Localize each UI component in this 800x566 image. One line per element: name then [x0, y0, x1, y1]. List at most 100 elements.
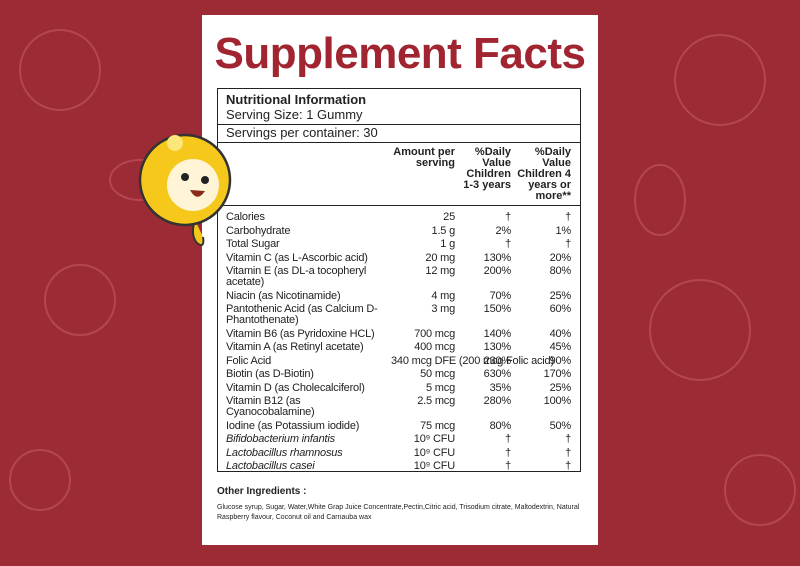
other-text: Glucose syrup, Sugar, Water,White Grap J… — [217, 504, 580, 521]
dv-4-plus: 20% — [549, 251, 572, 264]
divider — [218, 124, 580, 125]
dv-1-3: 80% — [489, 419, 512, 432]
divider — [218, 142, 580, 143]
amount: 2.5 mcg — [417, 395, 455, 407]
nutrient-row: Calories 25 † † — [226, 212, 572, 223]
dv-1-3: † — [505, 238, 511, 250]
facts-box: Nutritional Information Serving Size: 1 … — [217, 88, 581, 472]
nutrient-row: Lactobacillus casei 10⁹ CFU † † — [226, 461, 572, 472]
nutrient-row: Niacin (as Nicotinamide) 4 mg 70% 25% — [226, 289, 572, 302]
nutrient-name: Folic Acid — [226, 354, 272, 367]
amount: 4 mg — [431, 289, 455, 302]
amount: 400 mcg — [414, 341, 455, 353]
amount: 700 mcg — [414, 327, 455, 340]
nutrient-name: Carbohydrate — [226, 224, 291, 237]
nutrient-name: Vitamin D (as Cholecalciferol) — [226, 381, 365, 394]
label-card: Supplement Facts Nutritional Information… — [202, 15, 598, 545]
amount: 5 mcg — [426, 381, 455, 394]
dv-1-3: † — [505, 446, 511, 459]
amount: 25 — [443, 211, 455, 223]
nutrient-row: Vitamin B6 (as Pyridoxine HCL) 700 mcg 140… — [226, 327, 572, 340]
amount: 12 mg — [425, 265, 455, 277]
nutrient-name: Vitamin B12 (as Cyanocobalamine) — [226, 395, 315, 418]
dv-1-3: 230% — [483, 354, 512, 367]
dv-4-plus: 25% — [549, 381, 572, 394]
amount: 75 mcg — [420, 419, 455, 432]
nutrient-row: Iodine (as Potassium iodide) 75 mcg 80% 50% — [226, 419, 572, 432]
amount: 340 mcg DFE (200 mcg Folic acid) — [391, 354, 554, 367]
servings: Servings per container: 30 — [226, 125, 378, 140]
nutrient-name: Vitamin C (as L-Ascorbic acid) — [226, 251, 368, 264]
info-heading: Nutritional Information — [226, 92, 367, 107]
nutrient-row: Pantothenic Acid (as Calcium D-Phantothe… — [226, 304, 572, 326]
dv-1-3: 150% — [483, 303, 512, 315]
other-heading: Other Ingredients : — [217, 486, 307, 497]
amount: 10⁹ CFU — [413, 460, 455, 472]
dv-4-plus: 90% — [549, 354, 572, 367]
amount: 50 mcg — [420, 368, 455, 380]
dv-4-plus: † — [565, 446, 571, 459]
dv-1-3: † — [505, 211, 511, 223]
nutrient-row: Carbohydrate 1.5 g 2% 1% — [226, 224, 572, 237]
dv-4-plus: 1% — [555, 224, 572, 237]
amount: 20 mg — [425, 251, 455, 264]
dv-1-3: 140% — [483, 327, 512, 340]
dv-1-3: † — [505, 433, 511, 445]
dv-4-plus: † — [565, 238, 571, 250]
dv-1-3: 280% — [483, 395, 512, 407]
nutrient-name: Niacin (as Nicotinamide) — [226, 289, 341, 302]
nutrient-row: Folic Acid 340 mcg DFE (200 mcg Folic aci… — [226, 354, 572, 367]
dv-4-plus: 60% — [549, 303, 572, 315]
amount: 10⁹ CFU — [413, 446, 455, 459]
mascot — [138, 133, 232, 246]
divider — [218, 205, 580, 206]
dv-1-3: 200% — [483, 265, 512, 277]
title: Supplement Facts — [214, 29, 586, 78]
dv-4-plus: 100% — [543, 395, 572, 407]
nutrient-row: Vitamin D (as Cholecalciferol) 5 mcg 35% 25… — [226, 381, 572, 394]
nutrient-name: Iodine (as Potassium iodide) — [226, 419, 360, 432]
nutrient-name: Bifidobacterium infantis — [226, 433, 335, 445]
amount: 3 mg — [431, 303, 455, 315]
nutrient-name: Vitamin E (as DL-a tocopheryl acetate) — [226, 265, 367, 288]
dv-4-plus: 170% — [543, 368, 572, 380]
column-header: Amount per serving — [393, 146, 455, 169]
amount: 1 g — [440, 238, 455, 250]
column-headers: Amount per serving %Daily Value Children… — [226, 143, 572, 205]
nutrient-name: Calories — [226, 211, 265, 223]
dv-4-plus: 50% — [549, 419, 572, 432]
nutrient-name: Total Sugar — [226, 238, 280, 250]
dv-4-plus: † — [565, 211, 571, 223]
column-header: %Daily Value Children 4 years or more** — [517, 146, 571, 202]
dv-4-plus: † — [565, 433, 571, 445]
dv-1-3: 70% — [489, 289, 512, 302]
nutrient-name: Lactobacillus rhamnosus — [226, 446, 343, 459]
nutrient-name: Lactobacillus casei — [226, 460, 315, 472]
nutrient-row: Total Sugar 1 g † † — [226, 239, 572, 250]
dv-1-3: 630% — [483, 368, 512, 380]
dv-1-3: 2% — [495, 224, 512, 237]
dv-1-3: 35% — [489, 381, 512, 394]
nutrient-row: Lactobacillus rhamnosus 10⁹ CFU † † — [226, 446, 572, 459]
dv-1-3: 130% — [483, 341, 512, 353]
nutrient-name: Pantothenic Acid (as Calcium D-Phantothe… — [226, 303, 378, 326]
nutrient-row: Vitamin B12 (as Cyanocobalamine) 2.5 mcg 2… — [226, 396, 572, 418]
dv-4-plus: 40% — [549, 327, 572, 340]
nutrient-row: Vitamin C (as L-Ascorbic acid) 20 mg 130% 2… — [226, 251, 572, 264]
nutrient-row: Bifidobacterium infantis 10⁹ CFU † † — [226, 434, 572, 445]
dv-4-plus: † — [565, 460, 571, 472]
dv-4-plus: 45% — [549, 341, 572, 353]
nutrient-rows: Calories 25 † † Carbohydrate 1.5 g 2% 1% Total S… — [226, 212, 572, 472]
dv-1-3: 130% — [483, 251, 512, 264]
serving-size: Serving Size: 1 Gummy — [226, 107, 363, 122]
amount: 1.5 g — [431, 224, 456, 237]
nutrient-row: Vitamin A (as Retinyl acetate) 400 mcg 130… — [226, 342, 572, 353]
nutrient-row: Vitamin E (as DL-a tocopheryl acetate) 12… — [226, 266, 572, 288]
column-header: %Daily Value Children 1-3 years — [463, 146, 511, 191]
nutrient-name: Biotin (as D-Biotin) — [226, 368, 314, 380]
nutrient-name: Vitamin A (as Retinyl acetate) — [226, 341, 364, 353]
nutrient-name: Vitamin B6 (as Pyridoxine HCL) — [226, 327, 375, 340]
dv-1-3: † — [505, 460, 511, 472]
dv-4-plus: 80% — [549, 265, 572, 277]
